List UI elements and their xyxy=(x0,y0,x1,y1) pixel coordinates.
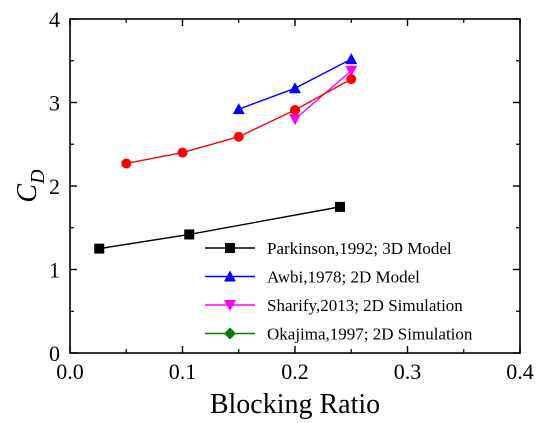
y-tick-label: 3 xyxy=(49,91,60,116)
y-axis-title: CD xyxy=(12,169,49,203)
data-point xyxy=(289,82,301,94)
data-point xyxy=(121,158,132,169)
x-tick-label: 0.2 xyxy=(281,359,309,384)
data-point xyxy=(346,74,357,85)
data-point xyxy=(289,114,301,126)
x-tick-label: 0.4 xyxy=(506,359,534,384)
data-point xyxy=(233,131,244,142)
data-point xyxy=(335,201,345,212)
legend-marker xyxy=(224,270,236,282)
x-tick-label: 0.1 xyxy=(169,359,197,384)
legend-label: Okajima,1997; 2D Simulation xyxy=(267,325,473,344)
legend-marker xyxy=(224,300,236,311)
data-point xyxy=(94,243,105,254)
series-layer xyxy=(94,53,358,254)
data-point xyxy=(232,103,245,115)
x-tick-label: 0.3 xyxy=(394,359,422,384)
data-point xyxy=(290,105,300,116)
x-tick-label: 0.0 xyxy=(56,359,84,384)
data-point xyxy=(345,53,358,65)
data-point xyxy=(177,147,188,158)
y-axis-title-main: C xyxy=(12,184,43,203)
y-tick-label: 4 xyxy=(49,7,60,32)
series-4 xyxy=(121,74,357,169)
legend-marker xyxy=(224,327,236,340)
series-1 xyxy=(232,53,358,115)
y-tick-label: 2 xyxy=(49,174,60,199)
legend-label: Parkinson,1992; 3D Model xyxy=(267,239,452,258)
y-axis-title-sub: D xyxy=(27,169,49,185)
y-tick-label: 0 xyxy=(49,341,60,366)
data-point xyxy=(184,229,195,240)
legend-label: Sharify,2013; 2D Simulation xyxy=(267,296,463,315)
data-point xyxy=(345,65,358,77)
legend-marker xyxy=(225,243,235,253)
series-0 xyxy=(94,201,345,254)
legend: Parkinson,1992; 3D Model Awbi,1978; 2D Mo… xyxy=(205,239,473,344)
series-line xyxy=(126,78,352,165)
x-axis-title: Blocking Ratio xyxy=(210,389,380,420)
legend-label: Awbi,1978; 2D Model xyxy=(267,268,420,287)
axes: 0.0 0.1 0.2 0.3 0.4 0 1 2 3 4 Blocking Ratio CD xyxy=(12,7,534,420)
y-tick-label: 1 xyxy=(49,258,60,283)
series-2 xyxy=(289,65,358,126)
